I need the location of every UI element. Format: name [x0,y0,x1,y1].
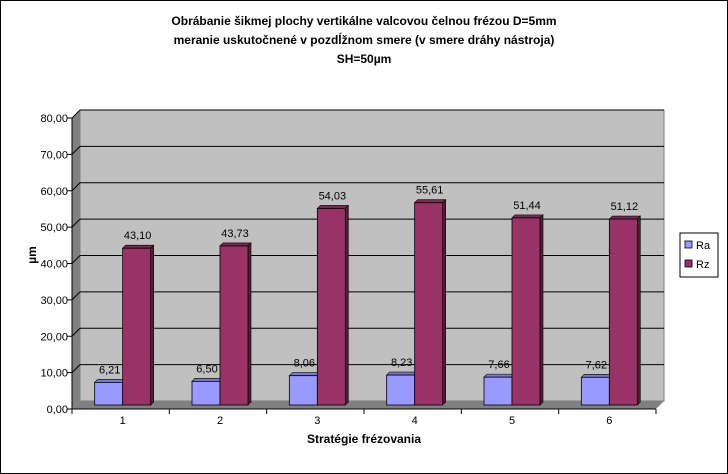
gridline-side [71,182,81,192]
bar-top-rz [608,215,642,220]
bar-rz [219,245,249,406]
x-tick-label: 2 [217,415,223,427]
y-axis-title: µm [25,246,39,264]
bar-top-ra [191,378,224,382]
bar-side-rz [247,242,252,406]
bar-side-rz [637,215,641,406]
gridline-side [71,364,81,373]
bar-top-ra [288,372,322,376]
data-label-rz: 43,10 [124,230,152,242]
data-label-rz: 55,61 [416,185,444,197]
gridline-side [71,255,81,264]
gridline-side [71,146,81,155]
bar-ra [580,376,610,406]
chart-title-line-1: Obrábanie šikmej plochy vertikálne valco… [171,14,557,28]
bar-top-ra [385,371,419,376]
bar-top-rz [511,214,544,219]
bar-rz [511,217,541,406]
data-label-ra: 6,50 [196,363,217,375]
data-label-rz: 43,73 [221,228,249,240]
legend-swatch-rz [684,259,693,268]
data-label-ra: 6,21 [99,364,120,376]
bar-ra [94,382,124,406]
gridline-side [71,327,81,337]
y-tick-label: 80,00 [40,113,68,125]
data-label-ra: 8,06 [294,358,315,370]
bar-ra [288,375,318,406]
data-label-rz: 51,12 [611,201,639,213]
data-label-ra: 8,23 [391,357,412,369]
x-tick-label: 6 [606,415,612,427]
chart-title-line-2: meranie uskutočnené v pozdĺžnom smere (v… [173,33,555,47]
y-tick-label: 50,00 [40,222,68,234]
y-tick-label: 30,00 [40,295,68,307]
data-label-ra: 7,62 [586,359,607,371]
bar-side-rz [150,244,154,406]
x-tick-label: 1 [120,415,126,427]
bar-top-rz [121,244,155,249]
bar-top-ra [93,379,127,383]
legend-label-rz: Rz [696,259,709,271]
bar-ra [386,374,416,406]
bar-top-ra [580,373,614,378]
gridline-side [71,218,81,228]
y-tick-label: 10,00 [40,368,68,380]
bar-rz [608,218,638,406]
y-tick-label: 70,00 [40,149,68,161]
plot-floor [72,401,664,409]
bar-top-rz [413,199,447,204]
data-label-rz: 54,03 [319,190,347,202]
y-tick-label: 40,00 [40,259,68,271]
legend-swatch-ra [684,240,693,249]
gridline-side [71,291,81,301]
bar-rz [414,202,444,406]
y-tick-label: 0,00 [47,404,68,416]
x-tick-label: 3 [314,415,320,427]
gridline-side [71,109,81,119]
bar-top-rz [316,205,350,209]
data-label-ra: 7,66 [488,359,509,371]
bar-rz [122,247,152,406]
bar-ra [483,376,513,406]
bar-side-rz [442,198,446,406]
legend-box [679,232,719,278]
bar-ra [191,380,221,406]
chart-title-line-3: SH=50µm [336,52,392,66]
bar-side-rz [345,204,349,406]
x-tick-label: 5 [509,415,515,427]
bar-side-rz [539,214,544,406]
x-tick-label: 4 [412,415,418,427]
bar-top-ra [483,373,516,378]
bar-top-rz [219,242,252,247]
x-axis-title: Stratégie frézovania [307,432,421,446]
data-label-rz: 51,44 [513,200,541,212]
y-tick-label: 60,00 [40,186,68,198]
bar-rz [316,208,346,406]
y-tick-label: 20,00 [40,331,68,343]
legend-label-ra: Ra [696,240,711,252]
